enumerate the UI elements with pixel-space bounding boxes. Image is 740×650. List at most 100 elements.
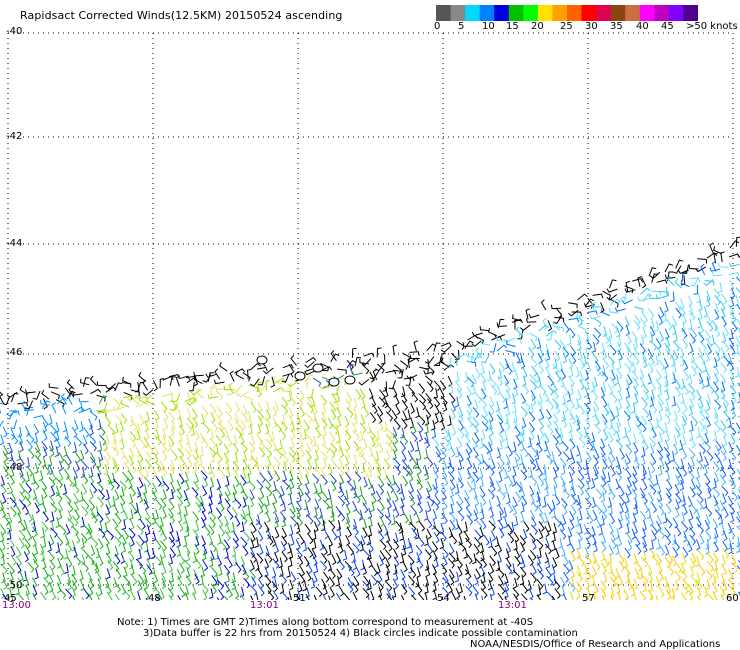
wind-barb <box>169 473 174 485</box>
wind-barb <box>456 501 463 513</box>
wind-barb <box>736 326 740 338</box>
wind-barb <box>633 319 641 331</box>
wind-barb <box>95 592 100 600</box>
wind-barb <box>258 578 264 590</box>
wind-barb <box>207 372 215 382</box>
wind-barb <box>609 513 616 525</box>
wind-barb <box>383 469 388 481</box>
wind-barb <box>185 550 190 562</box>
wind-barb <box>585 418 591 430</box>
wind-barb <box>633 442 639 454</box>
wind-barb <box>120 438 125 450</box>
wind-barb <box>266 528 272 540</box>
wind-barb <box>712 518 719 530</box>
wind-barb <box>713 407 719 419</box>
wind-barb <box>347 565 355 577</box>
wind-barb <box>79 569 84 581</box>
wind-barb <box>498 575 504 587</box>
wind-barb <box>43 464 51 476</box>
wind-barb <box>235 427 243 439</box>
wind-barb <box>552 485 557 496</box>
wind-barb <box>522 528 528 541</box>
wind-barb <box>360 559 365 571</box>
wind-barb <box>544 357 550 369</box>
wind-barb <box>416 473 422 485</box>
wind-barb <box>617 335 622 347</box>
wind-barb <box>250 576 257 588</box>
wind-barb <box>183 559 191 570</box>
wind-barb <box>223 385 234 391</box>
wind-barb <box>714 326 721 338</box>
wind-barb <box>112 446 120 457</box>
wind-barb <box>551 574 557 586</box>
wind-barb <box>33 544 39 556</box>
wind-barb <box>479 476 484 488</box>
wind-barb <box>655 369 662 381</box>
wind-barb <box>531 563 537 575</box>
wind-barb <box>513 531 520 543</box>
wind-barb <box>48 414 53 426</box>
wind-barb <box>575 516 580 527</box>
wind-barb <box>289 478 295 490</box>
wind-barb <box>65 588 73 599</box>
wind-barb <box>575 428 583 440</box>
wind-barb <box>639 317 647 329</box>
wind-barb <box>296 589 301 600</box>
wind-barb <box>226 466 231 479</box>
wind-barb <box>296 414 302 426</box>
wind-barb <box>510 361 515 373</box>
wind-barb <box>592 406 597 418</box>
wind-barb <box>618 511 624 523</box>
wind-barb <box>257 530 264 542</box>
wind-barb <box>474 495 480 507</box>
wind-barb <box>182 536 188 548</box>
wind-barb <box>559 339 567 351</box>
wind-barb <box>510 563 516 575</box>
wind-barb <box>475 558 483 569</box>
wind-barb <box>361 364 370 375</box>
wind-barb <box>606 472 611 483</box>
wind-barb <box>600 308 610 316</box>
wind-barb <box>456 355 462 367</box>
wind-barb <box>248 441 256 453</box>
wind-barb <box>713 381 720 393</box>
wind-barb <box>401 392 408 404</box>
wind-barb <box>709 267 721 272</box>
wind-barb <box>352 543 360 554</box>
wind-barb <box>689 277 701 282</box>
wind-barb <box>587 439 594 451</box>
wind-barb <box>658 586 665 598</box>
wind-barb <box>378 500 385 512</box>
wind-barb <box>602 419 608 431</box>
wind-barb <box>554 494 561 506</box>
wind-barb <box>667 275 675 286</box>
wind-barb <box>577 478 585 489</box>
wind-barb <box>639 421 647 433</box>
wind-barb <box>640 446 646 458</box>
wind-barb <box>657 385 662 397</box>
wind-barb <box>167 561 174 573</box>
wind-barb <box>531 446 539 458</box>
wind-barb <box>600 475 607 487</box>
wind-barb <box>139 563 147 575</box>
wind-barb <box>61 403 67 415</box>
wind-barb <box>250 552 258 563</box>
wind-barb <box>344 448 350 460</box>
wind-barb <box>667 552 674 564</box>
wind-barb <box>328 431 336 443</box>
wind-barb <box>112 478 120 490</box>
wind-barb <box>657 395 664 407</box>
wind-barb <box>154 555 162 566</box>
wind-barb <box>172 393 181 403</box>
wind-barb <box>546 575 554 586</box>
wind-barb <box>281 551 288 563</box>
wind-barb <box>698 564 706 576</box>
wind-barb <box>154 594 161 600</box>
wind-barb <box>538 324 550 332</box>
wind-barb <box>214 368 221 380</box>
wind-barb <box>64 494 72 505</box>
wind-barb <box>322 457 327 469</box>
wind-barb <box>41 521 49 532</box>
wind-map-plot <box>0 32 740 600</box>
wind-barb <box>602 405 610 417</box>
